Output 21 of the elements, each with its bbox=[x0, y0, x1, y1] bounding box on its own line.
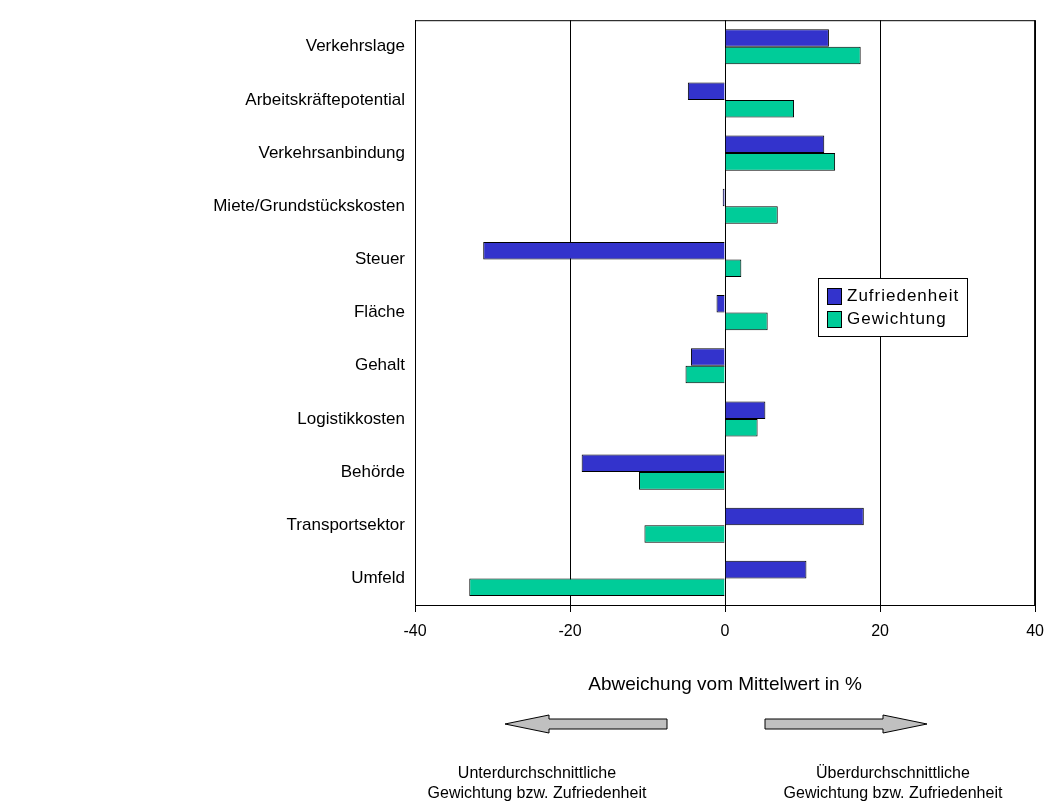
y-tick-label: Verkehrslage bbox=[305, 36, 405, 56]
y-tick-label: Steuer bbox=[354, 249, 406, 269]
y-tick-label: Miete/Grundstückskosten bbox=[213, 195, 405, 215]
y-tick-label: Verkehrsanbindung bbox=[258, 142, 405, 162]
x-tick-label: -40 bbox=[403, 622, 427, 640]
y-tick-label: Arbeitskräftepotential bbox=[245, 89, 405, 109]
text: Unterdurchschnittliche Gewichtung bzw. Zufriedenheit bbox=[426, 763, 648, 803]
x-axis-title: Abweichung vom Mittelwert in % bbox=[588, 672, 862, 694]
x-tick-label: -20 bbox=[558, 622, 582, 640]
y-tick-label: Gehalt bbox=[354, 355, 406, 375]
x-tick-label: 0 bbox=[720, 622, 730, 640]
y-tick-label: Umfeld bbox=[351, 568, 405, 588]
text: Überdurchschnittliche Gewichtung bzw. Zufriedenheit bbox=[782, 763, 1004, 803]
y-tick-label: Behörde bbox=[340, 461, 405, 481]
legend-label: Zufriedenheit bbox=[847, 286, 960, 306]
x-tick-label: 40 bbox=[1026, 622, 1045, 640]
legend-label: Gewichtung bbox=[847, 309, 947, 329]
x-tick-label: 20 bbox=[871, 622, 890, 640]
y-tick-label: Logistikkosten bbox=[297, 408, 405, 428]
y-tick-label: Fläche bbox=[353, 302, 405, 322]
y-tick-label: Transportsektor bbox=[286, 514, 406, 534]
